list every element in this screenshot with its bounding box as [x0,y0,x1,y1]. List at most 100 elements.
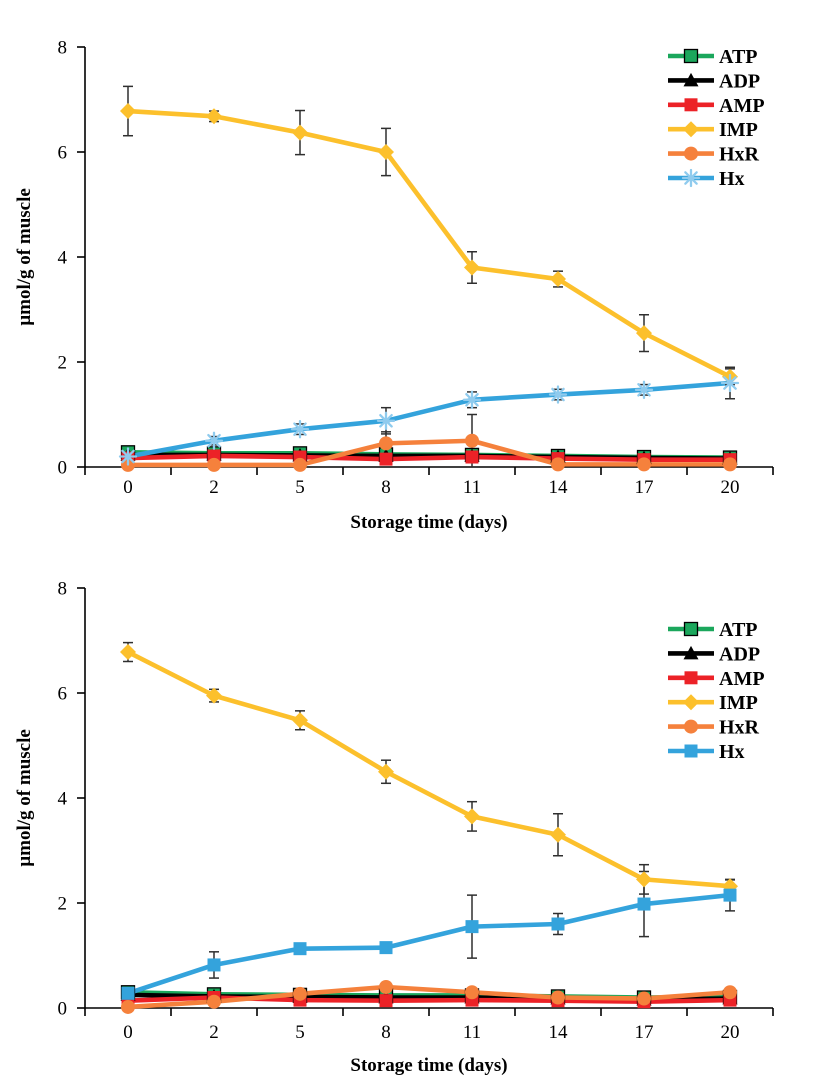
markers-Hx [121,888,737,1000]
HxR-marker [207,457,221,472]
Hx-marker [121,986,135,1000]
series-markers [120,644,738,1014]
legend-label: IMP [719,119,758,141]
legend-item-IMP: IMP [668,119,758,141]
IMP-marker [292,712,308,729]
x-axis-title: Storage time (days) [350,512,507,533]
HxR-marker [379,980,393,994]
x-tick-label: 17 [635,477,654,498]
legend-label: AMP [719,95,765,117]
x-tick-label: 20 [721,477,740,498]
legend-item-ADP: ADP [668,70,760,92]
x-tick-label: 8 [381,477,391,498]
legend-item-IMP: IMP [668,692,758,714]
asterisk-spoke [551,387,565,402]
y-tick-label: 6 [58,143,68,164]
x-tick-label: 11 [463,1022,481,1043]
legend-marker-diamond-icon [683,694,699,711]
Hx-marker [462,390,482,409]
legend-marker-triangle-icon [683,72,699,87]
y-tick-label: 0 [58,458,68,479]
legend-marker-square-icon [684,98,698,112]
y-tick-label: 2 [58,353,68,374]
y-tick-label: 8 [58,38,68,59]
legend-marker-circle-icon [684,146,698,161]
legend-label: HxR [719,144,760,166]
legend-marker-square-icon [684,744,698,758]
HxR-marker [723,985,737,1000]
Hx-marker [290,420,310,439]
series-line-IMP [127,108,732,379]
IMP-marker [636,871,652,888]
x-tick-label: 20 [721,1022,740,1043]
bottom-chart: 0 2 4 6 8 0 2 5 8 11 14 17 20 Storage time (days) µmol… [14,579,774,1076]
Hx-marker [118,447,138,466]
HxR-marker [465,985,479,1000]
x-tick-label: 14 [549,1022,569,1043]
x-tick-label: 0 [123,477,133,498]
IMP-marker [550,826,566,843]
series-markers [118,103,740,472]
legend-label: ATP [719,46,758,68]
legend-item-HxR: HxR [668,717,760,739]
legend-label: ADP [719,643,760,665]
IMP-marker [120,644,136,661]
markers-HxR [121,980,737,1014]
legend-marker-circle-icon [684,719,698,734]
y-tick-label: 8 [58,579,68,600]
IMP-marker [378,144,394,160]
asterisk-spoke [379,413,393,428]
Hx-marker [634,380,654,399]
legend-item-ATP: ATP [668,46,758,68]
HxR-marker [293,986,307,1001]
y-tick-label: 0 [58,999,68,1020]
Hx-marker [551,917,565,931]
series-lines [127,108,732,468]
legend-item-ATP: ATP [668,619,758,641]
x-tick-label: 17 [635,1022,654,1043]
HxR-marker [207,994,221,1009]
series-line-HxR [127,984,731,1010]
legend-label: Hx [719,168,745,190]
asterisk-spoke [637,383,651,397]
series-line-AMP [127,453,730,462]
top-chart: 0 2 4 6 8 0 2 5 8 11 14 17 20 Storage time (days) µmol… [14,38,774,533]
Hx-marker [465,920,479,934]
series-line-Hx [127,380,731,459]
IMP-marker [636,325,652,342]
Hx-marker [207,958,221,972]
y-tick-label: 4 [58,789,68,810]
tick-labels: 0 2 4 6 8 0 2 5 8 11 14 17 20 [58,579,740,1044]
legend-label: Hx [719,741,745,763]
IMP-marker [120,103,136,120]
asterisk-spoke [684,171,698,185]
y-axis-title: µmol/g of muscle [14,729,35,867]
IMP-marker [464,808,480,825]
legend-label: HxR [719,717,760,739]
y-tick-label: 2 [58,894,68,915]
x-tick-label: 11 [463,477,481,498]
legend-label: ADP [719,70,760,92]
asterisk-spoke [723,376,737,390]
legend-marker-square-icon [684,671,698,685]
series-line-HxR [128,438,730,468]
legend-label: AMP [719,668,765,690]
x-tick-label: 0 [123,1022,133,1043]
Hx-marker [723,888,737,902]
AMP-marker [465,450,479,464]
x-tick-label: 5 [295,477,305,498]
AMP-marker [379,994,393,1008]
asterisk-spoke [121,449,135,464]
x-tick-label: 14 [549,477,569,498]
legend-item-Hx: Hx [668,741,745,763]
HxR-marker [121,999,135,1014]
HxR-marker [637,457,651,472]
legend-marker-square-icon [683,48,699,64]
Hx-marker [379,941,393,955]
legend-item-Hx: Hx [668,168,745,190]
HxR-marker [293,457,307,472]
axes [77,587,774,1016]
